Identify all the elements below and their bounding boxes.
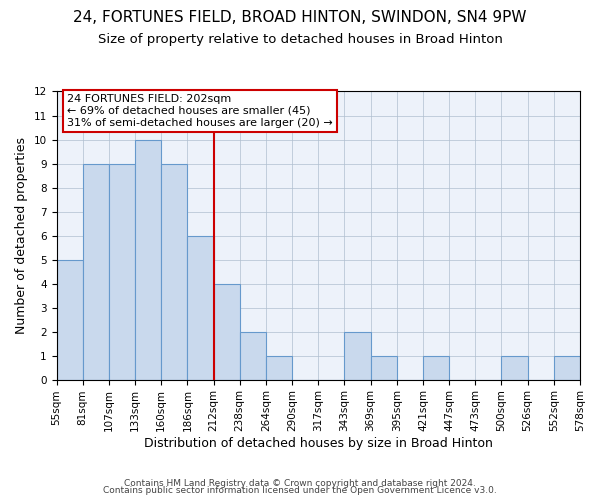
Bar bbox=[135, 140, 161, 380]
Bar bbox=[240, 332, 266, 380]
Bar bbox=[502, 356, 527, 380]
Bar bbox=[266, 356, 292, 380]
Bar bbox=[56, 260, 83, 380]
Bar bbox=[344, 332, 371, 380]
Bar bbox=[423, 356, 449, 380]
Text: Contains HM Land Registry data © Crown copyright and database right 2024.: Contains HM Land Registry data © Crown c… bbox=[124, 478, 476, 488]
Text: Size of property relative to detached houses in Broad Hinton: Size of property relative to detached ho… bbox=[98, 32, 502, 46]
Y-axis label: Number of detached properties: Number of detached properties bbox=[15, 137, 28, 334]
Bar bbox=[214, 284, 240, 380]
Text: 24 FORTUNES FIELD: 202sqm
← 69% of detached houses are smaller (45)
31% of semi-: 24 FORTUNES FIELD: 202sqm ← 69% of detac… bbox=[67, 94, 333, 128]
Bar bbox=[109, 164, 135, 380]
Bar bbox=[187, 236, 214, 380]
Bar bbox=[161, 164, 187, 380]
Bar bbox=[83, 164, 109, 380]
Text: Contains public sector information licensed under the Open Government Licence v3: Contains public sector information licen… bbox=[103, 486, 497, 495]
Bar bbox=[554, 356, 580, 380]
X-axis label: Distribution of detached houses by size in Broad Hinton: Distribution of detached houses by size … bbox=[144, 437, 493, 450]
Bar bbox=[371, 356, 397, 380]
Text: 24, FORTUNES FIELD, BROAD HINTON, SWINDON, SN4 9PW: 24, FORTUNES FIELD, BROAD HINTON, SWINDO… bbox=[73, 10, 527, 25]
